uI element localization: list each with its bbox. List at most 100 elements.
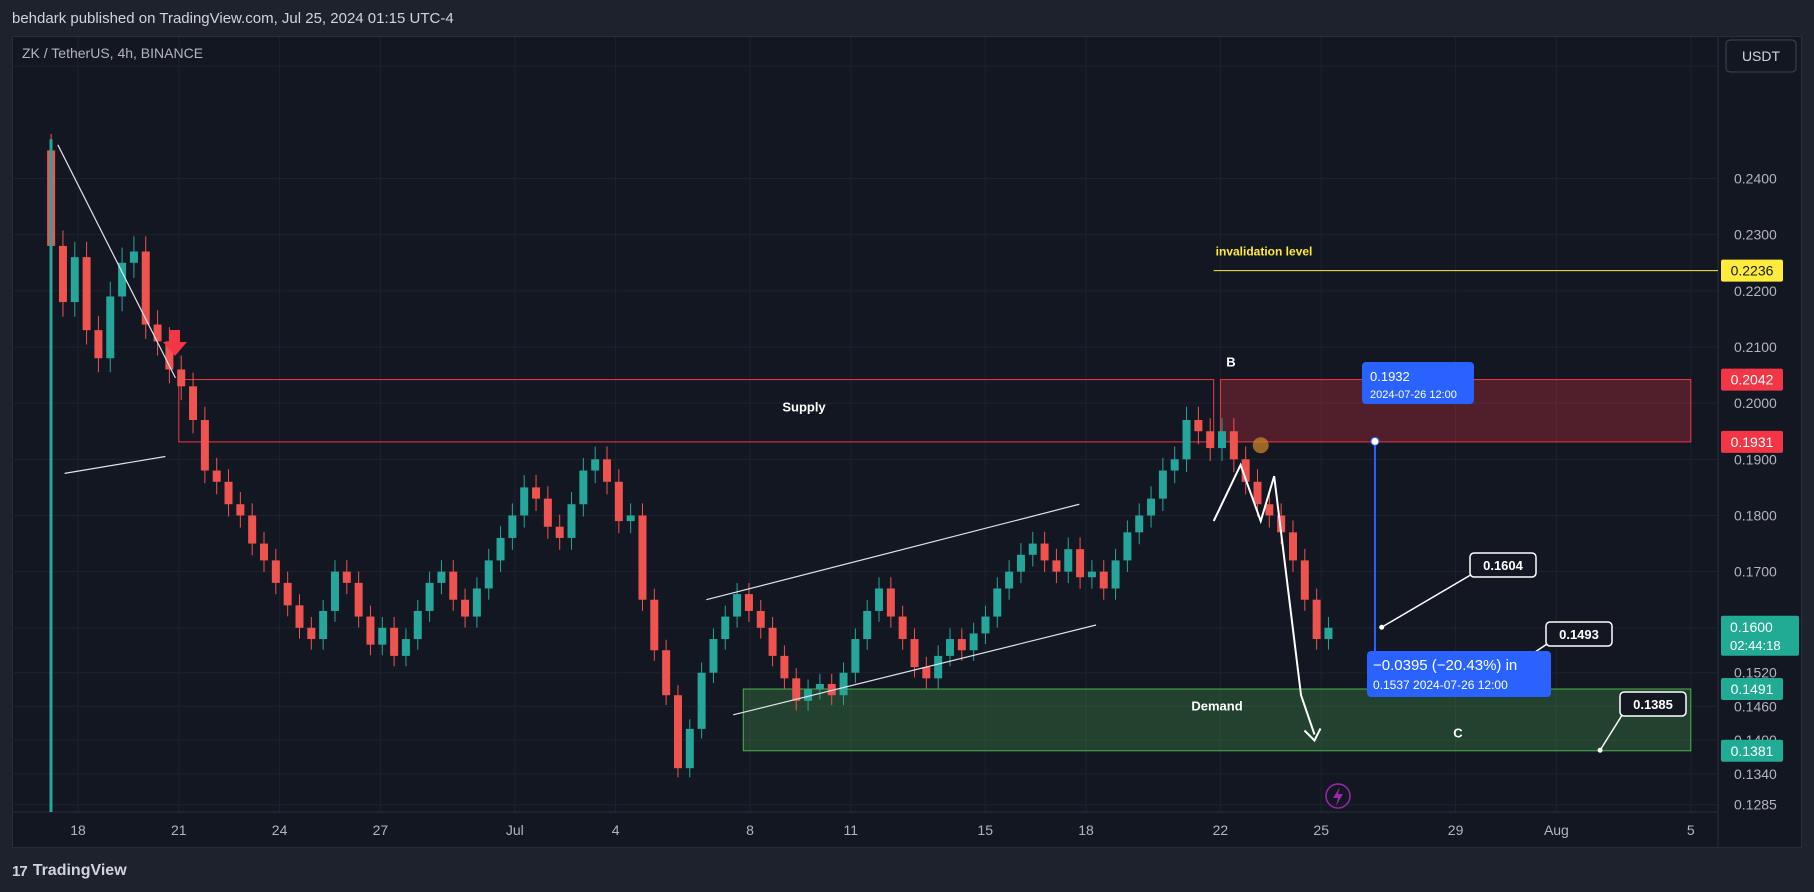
candle-body — [319, 610, 328, 640]
trend-line — [706, 503, 1080, 601]
candle-body — [650, 599, 659, 651]
candle-body — [425, 582, 434, 611]
candle-body — [129, 251, 138, 263]
price-axis-label — [1721, 259, 1783, 282]
trend-line — [57, 144, 176, 379]
wave-c-label: C — [1453, 725, 1463, 740]
target-price: 0.1604 — [1483, 558, 1524, 573]
candle-body — [792, 678, 801, 701]
candle-body — [248, 515, 257, 544]
trend-line — [733, 624, 1097, 716]
highlight-dot — [1252, 437, 1269, 454]
candle-body — [1253, 481, 1262, 505]
candle-body — [354, 582, 363, 617]
measure-bottom-detail: 0.1537 2024-07-26 12:00 — [1373, 678, 1508, 692]
currency-button[interactable]: USDT — [1725, 39, 1797, 73]
wave-arrowhead — [1303, 728, 1322, 743]
measure-bottom-box — [1367, 651, 1551, 697]
candle-body — [496, 537, 505, 561]
time-tick: 24 — [272, 822, 288, 838]
candle-body — [508, 515, 517, 538]
price-tick: 0.1700 — [1734, 564, 1777, 580]
down-arrow-icon — [163, 330, 187, 356]
candle-body — [212, 470, 221, 482]
candle-body — [1194, 420, 1203, 432]
time-tick: 27 — [373, 822, 389, 838]
candle-body — [1288, 532, 1297, 561]
candle-body — [1099, 571, 1108, 589]
tradingview-logo-icon: 17 — [12, 862, 28, 880]
zone-rect — [178, 379, 1215, 443]
time-tick: 18 — [1078, 822, 1094, 838]
measure-top-price: 0.1932 — [1370, 369, 1410, 384]
time-tick: Aug — [1544, 822, 1569, 838]
price-axis-label — [1721, 430, 1783, 453]
publish-info: behdark published on TradingView.com, Ju… — [12, 10, 454, 27]
wave-b-label: B — [1226, 355, 1235, 370]
candle-body — [839, 672, 848, 696]
candle-body — [1277, 515, 1286, 533]
candle-body — [567, 504, 576, 538]
price-tick: 0.1340 — [1734, 766, 1777, 782]
candle-body — [1158, 470, 1167, 499]
candle-body — [1324, 627, 1333, 640]
candle-body — [401, 639, 410, 656]
candle-body — [1147, 498, 1156, 516]
time-tick: 22 — [1213, 822, 1229, 838]
candle-body — [1218, 431, 1227, 449]
candle-body — [82, 257, 91, 331]
time-tick: Jul — [506, 822, 524, 838]
candle-body — [1087, 571, 1096, 578]
candle-body — [969, 633, 978, 651]
price-axis[interactable]: 0.26000.24000.23000.22000.21000.20000.19… — [1721, 58, 1799, 813]
candle-body — [638, 515, 647, 600]
candle-body — [543, 498, 552, 527]
lightning-icon[interactable] — [1325, 783, 1351, 809]
price-axis-label — [1721, 368, 1783, 391]
candle-body — [1028, 543, 1037, 555]
time-axis[interactable]: 18 21 24 27 Jul 4 8 11 15 18 22 25 29 Aug 5 — [70, 822, 1695, 838]
candle-body — [330, 571, 339, 611]
price-tick: 0.1900 — [1734, 451, 1777, 467]
candle-body — [945, 639, 954, 656]
price-tick: 0.2300 — [1734, 227, 1777, 243]
candle-body — [1182, 420, 1191, 460]
supply-label: Supply — [782, 400, 826, 415]
candle-body — [662, 650, 671, 696]
candle-body — [614, 481, 623, 522]
candle-body — [898, 616, 907, 640]
candle-body — [437, 571, 446, 583]
demand-label: Demand — [1191, 698, 1242, 713]
candle-body — [768, 627, 777, 656]
price-axis-label-text: 0.2042 — [1731, 372, 1774, 388]
projected-wave-path — [1212, 462, 1316, 735]
time-tick: 8 — [746, 822, 754, 838]
candle-body — [1076, 549, 1085, 578]
candle-body — [189, 386, 198, 421]
price-tick: 0.2100 — [1734, 339, 1777, 355]
candle-body — [366, 616, 375, 645]
candle-body — [993, 588, 1002, 617]
brand-name: TradingView — [32, 862, 127, 879]
candle-body — [472, 588, 481, 617]
candle-body — [1135, 515, 1144, 533]
candle-body — [307, 627, 316, 640]
candle-body — [827, 683, 836, 696]
candle-body — [271, 560, 280, 583]
candle-body — [555, 526, 564, 538]
candle-body — [236, 504, 245, 516]
price-tick: 0.1460 — [1734, 698, 1777, 714]
candle-body — [851, 639, 860, 673]
annotations: invalidation level Supply Demand B C 0.1604 0.… — [782, 245, 1718, 753]
price-axis-label-text: 0.2236 — [1731, 263, 1774, 279]
time-tick: 11 — [844, 822, 859, 838]
candle-body — [390, 627, 399, 656]
zone-rect — [742, 688, 1692, 752]
time-tick: 15 — [977, 822, 993, 838]
price-tick: 0.2200 — [1734, 283, 1777, 299]
invalidation-label: invalidation level — [1216, 245, 1313, 259]
candle-body — [579, 470, 588, 505]
candle-body — [1052, 560, 1061, 572]
candle-body — [910, 639, 919, 668]
